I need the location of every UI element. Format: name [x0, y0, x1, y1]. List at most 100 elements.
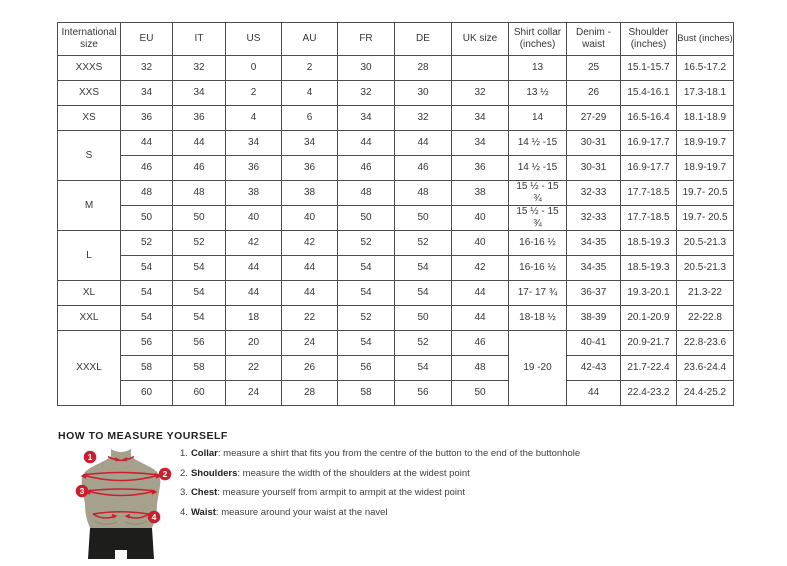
data-cell: 36 [172, 105, 226, 131]
data-cell: 36 [451, 155, 509, 181]
data-cell: 40 [225, 205, 282, 231]
shirt-collar-cell: 18-18 ½ [508, 305, 567, 331]
data-cell: 54 [120, 255, 173, 281]
data-cell: 19.7- 20.5 [676, 180, 734, 206]
data-cell: 44 [120, 130, 173, 156]
instruction-num: 4. [180, 506, 188, 518]
data-cell: 25 [566, 55, 621, 81]
data-cell: 44 [281, 280, 338, 306]
data-cell: 24 [225, 380, 282, 406]
column-header: AU [281, 22, 338, 56]
instruction-line: 4. Waist: measure around your waist at th… [180, 507, 755, 519]
table-row: 58 58 22 26 56 54 48 42-43 21.7-22.4 23.6-24.4 [58, 355, 734, 381]
data-cell: 54 [172, 255, 226, 281]
shirt-collar-cell: 15 ½ - 15 ¾ [508, 205, 567, 231]
svg-text:2: 2 [163, 469, 168, 479]
data-cell: 44 [451, 280, 509, 306]
shorts-shape [88, 528, 154, 559]
svg-text:1: 1 [88, 452, 93, 462]
data-cell: 22 [225, 355, 282, 381]
shirt-collar-cell: 14 ½ -15 [508, 155, 567, 181]
column-header: Denim - waist [566, 22, 621, 56]
data-cell: 52 [172, 230, 226, 256]
column-header: US [225, 22, 282, 56]
data-cell: 21.3-22 [676, 280, 734, 306]
data-cell: 46 [394, 155, 452, 181]
chest-arrow-right [151, 489, 158, 495]
data-cell: 22.8-23.6 [676, 330, 734, 356]
data-cell: 40-41 [566, 330, 621, 356]
data-cell: 38 [451, 180, 509, 206]
measure-heading: HOW TO MEASURE YOURSELF [58, 430, 228, 442]
data-cell [451, 55, 509, 81]
marker-3: 3 [75, 484, 89, 498]
data-cell: 6 [281, 105, 338, 131]
column-header: Bust (inches) [676, 22, 734, 56]
instruction-line: 2. Shoulders: measure the width of the sh… [180, 468, 755, 480]
data-cell: 4 [281, 80, 338, 106]
data-cell: 50 [172, 205, 226, 231]
data-cell: 44 [337, 130, 395, 156]
data-cell: 18.1-18.9 [676, 105, 734, 131]
column-header: Shirt collar (inches) [508, 22, 567, 56]
data-cell: 20.5-21.3 [676, 255, 734, 281]
data-cell: 54 [120, 280, 173, 306]
data-cell: 30-31 [566, 155, 621, 181]
data-cell: 46 [337, 155, 395, 181]
data-cell: 56 [120, 330, 173, 356]
data-cell: 20.1-20.9 [620, 305, 677, 331]
data-cell: 22-22.8 [676, 305, 734, 331]
data-cell: 54 [120, 305, 173, 331]
data-cell: 30-31 [566, 130, 621, 156]
data-cell: 26 [281, 355, 338, 381]
data-cell: 18.9-19.7 [676, 130, 734, 156]
data-cell: 16.9-17.7 [620, 155, 677, 181]
data-cell: 17.3-18.1 [676, 80, 734, 106]
column-header: FR [337, 22, 395, 56]
table-row: XXL 54 54 18 22 52 50 44 18-18 ½ 38-39 20.1-20.9 22… [57, 305, 734, 331]
data-cell: 56 [172, 330, 226, 356]
instruction-text: : measure yourself from armpit to armpit… [217, 487, 465, 498]
data-cell: 15.4-16.1 [620, 80, 677, 106]
data-cell: 32 [451, 80, 509, 106]
data-cell: 40 [281, 205, 338, 231]
data-cell: 40 [451, 205, 509, 231]
data-cell: 16.9-17.7 [620, 130, 677, 156]
svg-text:3: 3 [80, 486, 85, 496]
data-cell: 28 [394, 55, 452, 81]
data-cell: 48 [394, 180, 452, 206]
international-size-cell: XXXS [57, 55, 121, 81]
size-chart-table: International size EU IT US AU FR DE UK size Shi… [57, 22, 734, 406]
international-size-cell: XXS [57, 80, 121, 106]
data-cell: 42 [281, 230, 338, 256]
shirt-collar-cell: 14 ½ -15 [508, 130, 567, 156]
svg-text:4: 4 [152, 512, 157, 522]
data-cell: 44 [225, 280, 282, 306]
data-cell: 44 [281, 255, 338, 281]
data-cell: 34 [172, 80, 226, 106]
data-cell: 2 [281, 55, 338, 81]
table-row: M 48 48 38 38 48 48 38 15 ½ - 15 ¾ 32-33 17.7-18.5… [57, 180, 734, 231]
instruction-label: Waist [190, 506, 216, 518]
table-row: XL 54 54 44 44 54 54 44 17- 17 ¾ 36-37 19.3-20.1 21… [57, 280, 734, 306]
data-cell: 22.4-23.2 [620, 380, 677, 406]
data-cell: 28 [281, 380, 338, 406]
table-row: 50 50 40 40 50 50 40 15 ½ - 15 ¾ 32-33 17.7-18.5 1… [58, 205, 734, 231]
data-cell: 58 [337, 380, 395, 406]
data-cell: 44 [451, 305, 509, 331]
shirt-collar-cell: 13 ½ [508, 80, 567, 106]
waist-arrow-left [112, 513, 118, 519]
data-cell: 36 [120, 105, 173, 131]
shoulders-arrow-left [80, 473, 87, 479]
table-row: XXXS 32 32 0 2 30 28 13 25 15.1-15.7 16.5-17.2 [57, 55, 734, 81]
data-cell: 18.9-19.7 [676, 155, 734, 181]
data-cell: 34 [225, 130, 282, 156]
measurement-figure: 1 2 3 4 [75, 449, 172, 559]
data-cell: 36-37 [566, 280, 621, 306]
data-cell: 42 [225, 230, 282, 256]
data-cell: 38 [281, 180, 338, 206]
data-cell: 26 [566, 80, 621, 106]
data-cell: 34 [281, 130, 338, 156]
instruction-text: : measure the width of the shoulders at … [237, 467, 470, 479]
